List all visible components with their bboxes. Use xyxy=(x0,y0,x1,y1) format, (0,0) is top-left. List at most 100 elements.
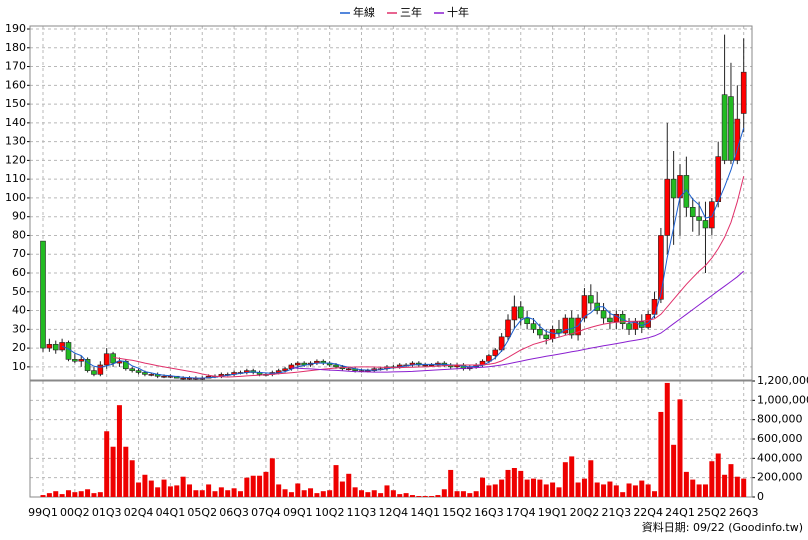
x-tick-label: 00Q2 xyxy=(60,506,90,519)
volume-bar xyxy=(543,484,549,497)
candle-body xyxy=(505,319,511,338)
candle-body xyxy=(110,353,116,364)
candle-body xyxy=(161,375,167,378)
volume-bar xyxy=(435,495,441,497)
volume-bar xyxy=(441,489,447,497)
candle-body xyxy=(186,377,193,380)
candle-body xyxy=(549,329,556,340)
y-tick-label: 30 xyxy=(12,322,26,335)
y-tick-label: 170 xyxy=(5,60,26,73)
candle-body xyxy=(715,156,722,202)
volume-bar xyxy=(569,456,575,497)
volume-bar xyxy=(250,475,256,497)
candle-body xyxy=(658,235,664,300)
y-tick-label: 110 xyxy=(5,172,26,185)
legend-label: 十年 xyxy=(447,5,469,19)
x-tick-label: 01Q3 xyxy=(92,506,122,519)
volume-bar xyxy=(537,479,543,497)
x-tick-label: 21Q3 xyxy=(601,506,631,519)
volume-bar xyxy=(645,484,651,497)
volume-bar xyxy=(129,460,135,497)
volume-bar xyxy=(409,495,415,497)
volume-bar xyxy=(327,490,333,497)
price-panel-frame xyxy=(29,25,753,381)
candle-body xyxy=(581,295,588,319)
volume-bar xyxy=(620,492,626,497)
volume-bar xyxy=(193,490,199,497)
x-tick-label: 15Q2 xyxy=(442,506,472,519)
volume-bar xyxy=(626,483,632,497)
volume-bar xyxy=(550,482,556,497)
x-tick-label: 12Q4 xyxy=(379,506,409,519)
ma-line xyxy=(61,127,745,379)
candle-body xyxy=(524,317,530,324)
x-tick-label: 25Q2 xyxy=(697,506,727,519)
volume-bar xyxy=(664,382,670,497)
candle-body xyxy=(135,370,142,373)
y-tick-label: 160 xyxy=(5,78,26,91)
volume-bar xyxy=(231,488,237,497)
volume-bar xyxy=(581,478,587,497)
volume-bar xyxy=(607,481,613,497)
volume-bar xyxy=(562,462,568,497)
candle-body xyxy=(345,368,352,371)
volume-bar xyxy=(237,491,243,497)
volume-bar xyxy=(416,496,422,497)
x-tick-label: 10Q2 xyxy=(315,506,345,519)
volume-bar xyxy=(65,490,71,497)
candle-body xyxy=(103,353,110,366)
volume-bar xyxy=(397,494,403,497)
candle-body xyxy=(721,94,728,161)
candle-body xyxy=(180,377,186,380)
volume-bar xyxy=(308,488,314,497)
volume-bar xyxy=(276,484,282,497)
candle-body xyxy=(626,323,632,330)
volume-bar xyxy=(85,489,91,497)
candle-body xyxy=(670,178,677,199)
volume-bar xyxy=(142,474,148,497)
candle-body xyxy=(65,342,72,360)
volume-bar xyxy=(473,491,479,497)
volume-bar xyxy=(269,458,275,497)
y2-tick-label: 800,000 xyxy=(757,413,803,426)
volume-bar xyxy=(741,478,747,497)
volume-bar xyxy=(594,482,600,497)
candle-body xyxy=(91,370,97,375)
volume-bar xyxy=(365,492,371,497)
candle-body xyxy=(72,359,78,362)
volume-bar xyxy=(613,485,619,497)
x-tick-label: 14Q1 xyxy=(410,506,440,519)
x-tick-label: 04Q1 xyxy=(156,506,186,519)
volume-bar xyxy=(174,485,180,497)
y2-tick-label: 1,200,000 xyxy=(757,374,808,387)
volume-bar xyxy=(339,481,345,497)
volume-bar xyxy=(110,446,116,497)
volume-bar xyxy=(671,444,677,497)
volume-bar xyxy=(467,493,473,497)
volume-bar xyxy=(709,461,715,497)
candle-body xyxy=(428,364,435,367)
candle-body xyxy=(52,344,59,351)
y-tick-label: 60 xyxy=(12,266,26,279)
volume-bar xyxy=(46,493,52,497)
source-note: 資料日期: 09/22 (Goodinfo.tw) xyxy=(642,520,803,534)
y-tick-label: 20 xyxy=(12,341,26,354)
candle-body xyxy=(696,216,702,221)
volume-bar xyxy=(422,496,428,497)
candle-body xyxy=(556,329,562,334)
candle-body xyxy=(78,359,85,362)
volume-bar xyxy=(346,473,352,497)
volume-bar xyxy=(91,493,97,497)
y-tick-label: 140 xyxy=(5,116,26,129)
volume-bar xyxy=(378,493,384,497)
candle-body xyxy=(530,323,537,330)
x-tick-label: 09Q1 xyxy=(283,506,313,519)
volume-bar xyxy=(53,491,59,497)
volume-bar xyxy=(257,475,263,497)
x-tick-label: 99Q1 xyxy=(28,506,58,519)
volume-bar xyxy=(683,471,689,497)
y2-tick-label: 0 xyxy=(757,490,764,503)
volume-bar xyxy=(282,489,288,497)
y2-tick-label: 600,000 xyxy=(757,432,803,445)
